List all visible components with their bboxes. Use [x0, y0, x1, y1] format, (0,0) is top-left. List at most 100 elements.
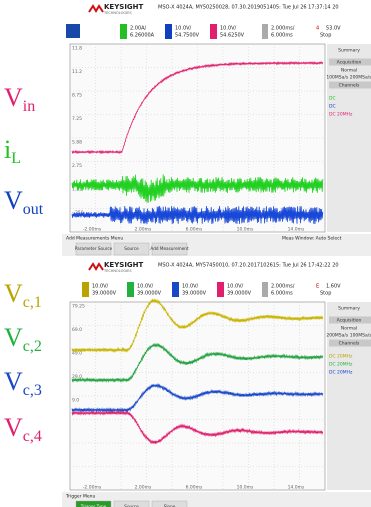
- side-item: Channels: [339, 341, 360, 347]
- x-label: 14.0ms: [288, 227, 305, 233]
- label-base: V: [4, 413, 23, 442]
- channel-badge: [127, 282, 134, 297]
- x-label: -2.00ms: [83, 227, 102, 233]
- trigger-level: 1.60V: [326, 284, 341, 290]
- brand-sub: TECHNOLOGIES: [103, 269, 132, 273]
- side-item: Acquisition: [337, 60, 362, 66]
- side-item: 200MSa/s 100MSa/s: [326, 333, 371, 339]
- y-label: 9.0: [72, 398, 79, 404]
- trigger-state: Stop: [320, 33, 331, 39]
- signal-label: iL: [4, 135, 21, 167]
- side-item: Channels: [339, 83, 360, 89]
- label-base: V: [4, 83, 23, 112]
- screenshot: ViniLVoutVc,1Vc,2Vc,3Vc,4KEYSIGHTTECHNOL…: [0, 0, 371, 507]
- x-label: 10.0ms: [237, 227, 254, 233]
- label-base: V: [4, 323, 23, 352]
- channel-badge: [172, 282, 179, 297]
- channel-scale: 2.00A/: [130, 26, 147, 32]
- label-sub: c,3: [23, 382, 42, 399]
- channel-offset: 39.0000V: [92, 291, 117, 297]
- brand: KEYSIGHT: [104, 3, 144, 11]
- channel-offset: 39.0000V: [137, 291, 162, 297]
- channel-badge: [210, 24, 217, 39]
- channel-offset: 6.26000A: [130, 33, 155, 39]
- x-label: 14.0ms: [288, 485, 305, 491]
- side-item: DC 20MHz: [329, 370, 353, 376]
- channel-badge: [120, 24, 127, 39]
- y-label: 11.2: [72, 69, 82, 75]
- logo: [89, 6, 103, 12]
- y-label: 8.75: [72, 93, 82, 99]
- label-sub: in: [23, 98, 35, 115]
- side-item: DC: [329, 104, 336, 110]
- channel-offset: 54.6250V: [220, 33, 245, 39]
- label-sub: c,1: [23, 294, 42, 311]
- timebase-delay: 6.000ms: [271, 291, 293, 297]
- label-sub: c,2: [23, 338, 42, 355]
- channel-offset: 39.0000V: [227, 291, 252, 297]
- logo: [89, 264, 103, 270]
- channel-badge: [82, 282, 89, 297]
- timebase-scale: 2.000ms/: [271, 284, 295, 290]
- channel-offset: 54.7500V: [175, 33, 200, 39]
- menu-title: Trigger Menu: [65, 494, 95, 500]
- x-label: 2.00ms: [135, 227, 152, 233]
- channel-badge: [217, 282, 224, 297]
- trigger-state: Stop: [320, 291, 331, 297]
- button-label: Source: [124, 246, 139, 251]
- side-item: 100MSa/s 200MSa/s: [326, 75, 371, 81]
- side-item: Normal: [341, 326, 357, 332]
- signal-label: Vc,3: [4, 367, 42, 399]
- y-label: 2.75: [72, 163, 82, 169]
- menu-title: Add Measurements Menu: [66, 236, 123, 242]
- brand: KEYSIGHT: [104, 261, 144, 269]
- side-item: Acquisition: [337, 318, 362, 324]
- x-label: 2.00ms: [135, 485, 152, 491]
- timebase-badge: [262, 282, 268, 297]
- side-item: DC: [329, 96, 336, 102]
- channel-badge: [165, 24, 172, 39]
- label-base: V: [4, 279, 23, 308]
- label-base: V: [4, 367, 23, 396]
- label-sub: c,4: [23, 428, 42, 445]
- y-label: 5.88: [72, 140, 82, 146]
- side-item: DC 20MHz: [329, 354, 353, 360]
- channel-scale: 10.0V/: [175, 26, 192, 32]
- signal-label: Vin: [4, 83, 35, 115]
- x-label: 6.00ms: [186, 485, 203, 491]
- side-item: DC 20MHz: [329, 112, 353, 118]
- page: {"left_labels_1":[{"base":"V","sub":"in"…: [0, 0, 371, 507]
- timebase-badge: [262, 24, 268, 39]
- scope-info: MSO-X 4024A, MY57450010, 07.20.201710261…: [158, 263, 339, 269]
- trigger-level: 53.0V: [326, 26, 341, 32]
- y-label: 11.8: [72, 46, 82, 52]
- channel-scale: 10.0V/: [227, 284, 244, 290]
- label-base: V: [4, 186, 23, 215]
- label-sub: out: [23, 201, 44, 218]
- channel-offset: 39.0000V: [182, 291, 207, 297]
- side-item: Normal: [341, 68, 357, 74]
- button-label: Parameter Source: [75, 246, 113, 251]
- timebase-delay: 6.000ms: [271, 33, 293, 39]
- timebase-scale: 2.000ms/: [271, 26, 295, 32]
- x-label: 10.0ms: [237, 485, 254, 491]
- scope-info: MSO-X 4024A, MY50250028, 07.30.201905140…: [158, 5, 339, 11]
- button-label: Add Measurement: [150, 246, 189, 251]
- x-label: -2.00ms: [83, 485, 102, 491]
- trigger-source: E: [316, 284, 319, 290]
- signal-label: Vc,4: [4, 413, 42, 445]
- menu-icon: [66, 24, 80, 38]
- channel-scale: 10.0V/: [137, 284, 154, 290]
- status: Meas Window: Auto Select: [282, 236, 342, 242]
- signal-label: Vout: [4, 186, 44, 218]
- signal-label: Vc,1: [4, 279, 42, 311]
- side-item: DC 20MHz: [329, 362, 353, 368]
- channel-scale: 10.0V/: [220, 26, 237, 32]
- label-base: i: [4, 135, 11, 164]
- channel-scale: 10.0V/: [92, 284, 109, 290]
- side-item: Summary: [338, 306, 360, 312]
- trigger-source: 4: [316, 26, 319, 32]
- x-label: 6.00ms: [186, 227, 203, 233]
- signal-label: Vc,2: [4, 323, 42, 355]
- y-label: 7.25: [72, 116, 82, 122]
